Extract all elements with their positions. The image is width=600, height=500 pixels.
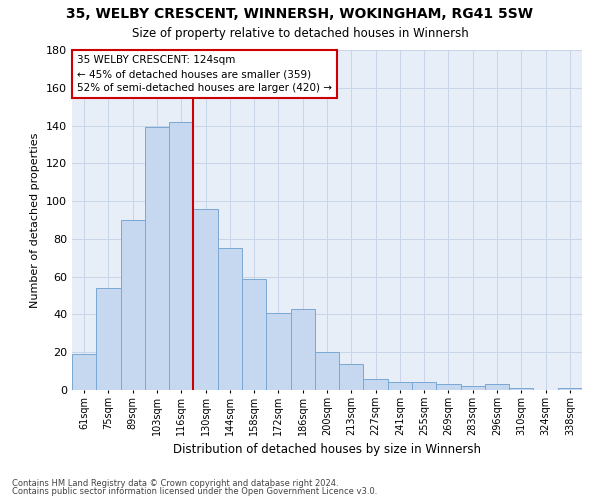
Bar [96,288,121,390]
Bar [315,352,339,390]
Bar [485,384,509,390]
Bar [364,378,388,390]
Bar [193,208,218,390]
Text: Contains HM Land Registry data © Crown copyright and database right 2024.: Contains HM Land Registry data © Crown c… [12,478,338,488]
Bar [558,388,582,390]
Bar [388,382,412,390]
Bar [145,128,169,390]
X-axis label: Distribution of detached houses by size in Winnersh: Distribution of detached houses by size … [173,444,481,456]
Text: 35, WELBY CRESCENT, WINNERSH, WOKINGHAM, RG41 5SW: 35, WELBY CRESCENT, WINNERSH, WOKINGHAM,… [67,8,533,22]
Bar [461,386,485,390]
Text: Size of property relative to detached houses in Winnersh: Size of property relative to detached ho… [131,28,469,40]
Bar [339,364,364,390]
Bar [242,278,266,390]
Bar [266,312,290,390]
Bar [121,220,145,390]
Bar [72,354,96,390]
Bar [509,388,533,390]
Text: Contains public sector information licensed under the Open Government Licence v3: Contains public sector information licen… [12,487,377,496]
Bar [412,382,436,390]
Bar [218,248,242,390]
Bar [290,309,315,390]
Bar [436,384,461,390]
Text: 35 WELBY CRESCENT: 124sqm
← 45% of detached houses are smaller (359)
52% of semi: 35 WELBY CRESCENT: 124sqm ← 45% of detac… [77,55,332,93]
Y-axis label: Number of detached properties: Number of detached properties [31,132,40,308]
Bar [169,122,193,390]
